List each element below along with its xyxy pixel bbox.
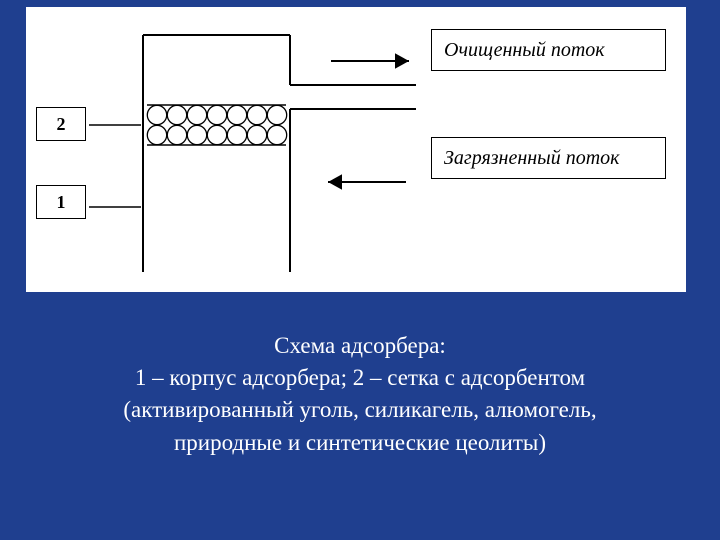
caption: Схема адсорбера: 1 – корпус адсорбера; 2… xyxy=(0,330,720,459)
adsorbent-granule xyxy=(247,125,266,144)
adsorbent-granule xyxy=(187,125,206,144)
adsorbent-granule xyxy=(147,105,166,124)
adsorbent-granule xyxy=(207,125,226,144)
diagram-area: 2 1 Очищенный поток Загрязненный поток xyxy=(26,7,686,292)
label-dirty-flow: Загрязненный поток xyxy=(431,137,666,179)
adsorbent-granule xyxy=(247,105,266,124)
adsorbent-granule xyxy=(147,125,166,144)
adsorbent-granule xyxy=(267,125,286,144)
label-2: 2 xyxy=(36,107,86,141)
adsorbent-granule xyxy=(167,125,186,144)
caption-line2: 1 – корпус адсорбера; 2 – сетка с адсорб… xyxy=(135,365,585,390)
label-clean-flow: Очищенный поток xyxy=(431,29,666,71)
adsorbent-granule xyxy=(227,125,246,144)
adsorbent-granule xyxy=(267,105,286,124)
caption-line3: (активированный уголь, силикагель, алюмо… xyxy=(123,397,596,422)
adsorbent-granule xyxy=(207,105,226,124)
adsorbent-granule xyxy=(187,105,206,124)
caption-line4: природные и синтетические цеолиты) xyxy=(174,430,546,455)
label-1: 1 xyxy=(36,185,86,219)
caption-line1: Схема адсорбера: xyxy=(274,333,446,358)
arrow-head-clean-out xyxy=(395,53,409,68)
arrow-head-dirty-in xyxy=(328,174,342,189)
adsorbent-granule xyxy=(227,105,246,124)
adsorbent-granule xyxy=(167,105,186,124)
